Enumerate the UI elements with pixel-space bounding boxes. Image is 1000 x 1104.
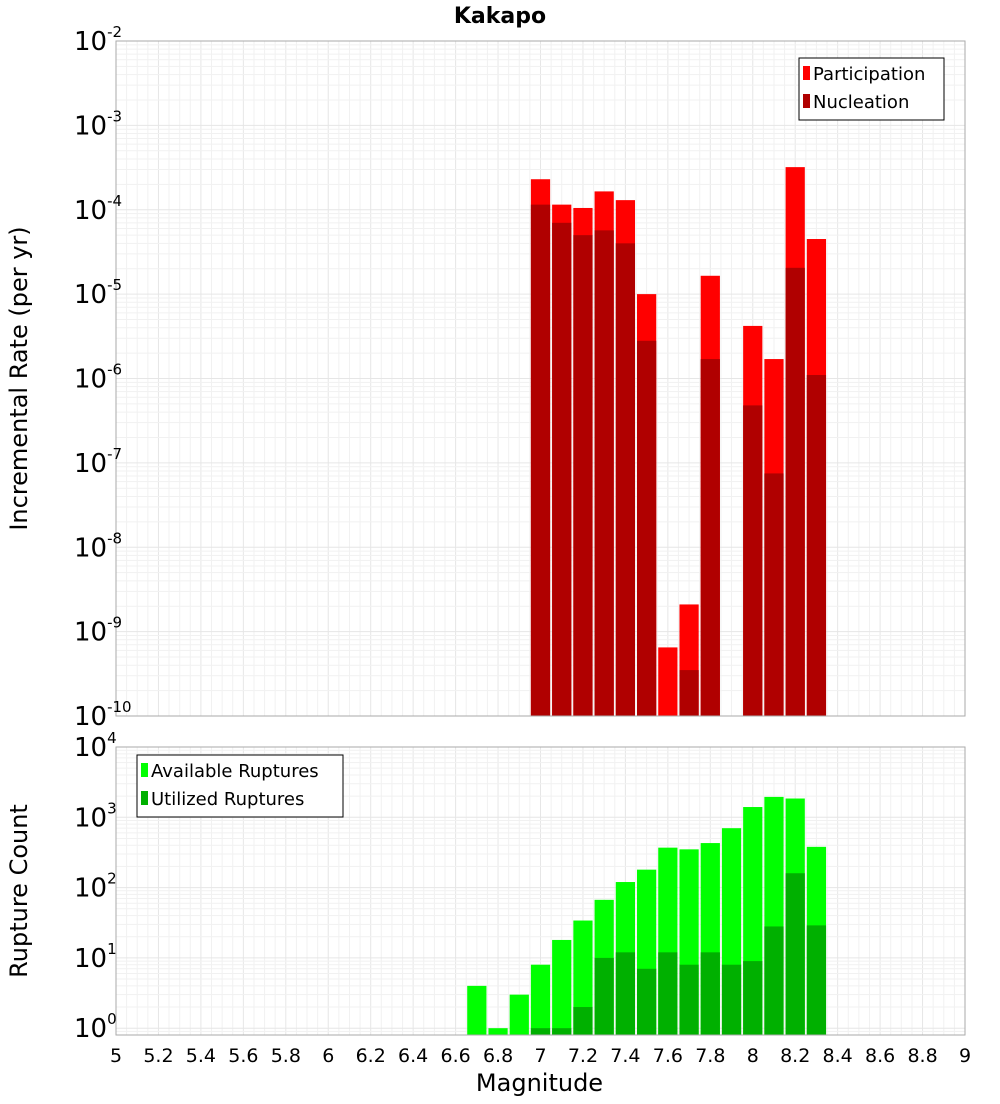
x-tick-label: 8.2 [780,1045,810,1067]
utilized-ruptures-bar [530,1028,551,1035]
x-tick-label: 5.8 [271,1045,301,1067]
x-tick-label: 7.4 [610,1045,640,1067]
x-tick-label: 8 [747,1045,759,1067]
available-ruptures-bar [509,994,529,1035]
x-tick-label: 6.6 [440,1045,470,1067]
x-tick-label: 7.8 [695,1045,725,1067]
y-tick-label: 10-5 [74,276,122,310]
utilized-ruptures-bar [573,1007,593,1035]
x-tick-label: 6 [322,1045,334,1067]
legend-swatch [803,94,810,108]
x-tick-label: 7 [534,1045,546,1067]
x-tick-label: 9 [959,1045,971,1067]
x-tick-label: 7.6 [653,1045,683,1067]
y-tick-label: 101 [74,940,117,974]
top-legend: Participation Nucleation [798,57,945,121]
legend-swatch [141,763,148,777]
legend-swatch [141,791,148,805]
y-tick-label: 10-7 [74,445,122,479]
available-ruptures-bar [552,939,572,1035]
legend-label: Available Ruptures [151,761,319,782]
x-tick-label: 6.8 [483,1045,513,1067]
utilized-ruptures-bar [594,957,614,1035]
y-tick-label: 10-9 [74,614,122,648]
utilized-ruptures-bar [552,1028,572,1035]
top-y-axis-label: Incremental Rate (per yr) [5,226,33,530]
utilized-ruptures-bar [721,964,742,1035]
top-panel: 10-2 10-3 10-4 10-5 10-6 10-7 10-8 10-9 10-10 Inc… [5,23,966,732]
y-tick-label: 100 [74,1010,117,1044]
y-tick-label: 104 [74,729,117,763]
x-axis-label: Magnitude [476,1069,603,1097]
nucleation-bar [806,375,827,716]
bottom-legend: Available Ruptures Utilized Ruptures [136,754,344,818]
legend-box [136,754,344,818]
x-tick-label: 6.4 [398,1045,428,1067]
available-ruptures-bar [467,985,487,1035]
legend-swatch [803,66,810,80]
utilized-ruptures-bar [785,873,805,1035]
nucleation-bar [637,340,657,716]
utilized-ruptures-bar [637,968,657,1035]
nucleation-bar [785,267,805,716]
x-tick-label: 7.2 [568,1045,598,1067]
y-tick-label: 10-2 [74,23,122,57]
nucleation-bar [530,204,551,717]
y-tick-label: 10-8 [74,529,122,563]
x-tick-label: 5 [110,1045,122,1067]
top-plot-frame [115,40,966,717]
x-tick-label: 6.2 [356,1045,386,1067]
y-tick-label: 103 [74,799,117,833]
nucleation-bar [679,670,699,716]
utilized-ruptures-bar [658,952,678,1035]
nucleation-bar [764,473,784,716]
utilized-ruptures-bar [679,964,699,1035]
utilized-ruptures-bar [700,952,720,1035]
chart-title: Kakapo [454,4,546,29]
y-tick-label: 10-6 [74,361,122,395]
x-tick-label: 5.2 [143,1045,173,1067]
available-ruptures-bar [573,920,593,1035]
y-tick-label: 10-4 [74,192,122,226]
bottom-y-axis-label: Rupture Count [5,804,33,978]
legend-label: Nucleation [813,92,909,113]
legend-box [798,57,945,121]
nucleation-bar [743,405,763,716]
participation-bar [658,647,678,716]
x-tick-label: 5.6 [228,1045,258,1067]
nucleation-bar [573,235,593,716]
y-tick-label: 10-10 [74,698,132,732]
nucleation-bar [552,222,572,716]
x-tick-label: 8.8 [907,1045,937,1067]
nucleation-bar [700,359,720,716]
available-ruptures-bar [488,1028,508,1035]
bottom-panel: 104 103 102 101 100 Rupture Count Available Ru… [5,729,966,1044]
x-tick-label: 5.4 [186,1045,216,1067]
y-tick-label: 102 [74,870,117,904]
legend-label: Participation [813,64,925,85]
y-tick-label: 10-3 [74,107,122,141]
x-tick-label: 8.6 [865,1045,895,1067]
top-bars [530,167,827,717]
utilized-ruptures-bar [743,961,763,1035]
utilized-ruptures-bar [615,952,636,1035]
bottom-plot-frame [115,746,966,1036]
bottom-bars [467,796,827,1035]
nucleation-bar [615,243,636,717]
legend-label: Utilized Ruptures [151,789,304,810]
nucleation-bar [594,230,614,716]
available-ruptures-bar [530,964,551,1035]
x-tick-labels: 5 5.2 5.4 5.6 5.8 6 6.2 6.4 6.6 6.8 7 7.2 7.4 7.6 7.8 8… [110,1045,971,1067]
utilized-ruptures-bar [806,925,827,1035]
utilized-ruptures-bar [764,926,784,1035]
x-tick-label: 8.4 [823,1045,853,1067]
